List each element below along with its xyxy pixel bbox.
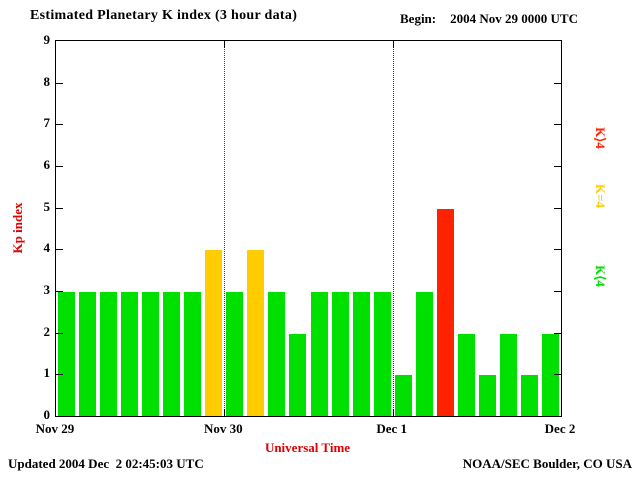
day-boundary-gridline [392,41,394,416]
y-tick-label: 2 [43,323,51,339]
y-tick-label: 9 [43,32,51,47]
y-tick [554,332,561,334]
x-tick [392,409,394,416]
x-tick-label: Nov 29 [35,421,75,436]
kp-bar [247,250,265,416]
legend-item: K⟨4 [593,265,608,287]
kp-bar [58,292,76,416]
y-tick [554,249,561,251]
y-tick [56,332,63,334]
x-tick [392,41,394,48]
kp-bar [205,250,223,416]
y-tick [56,249,63,251]
y-tick [56,82,63,84]
kp-bar [520,375,538,416]
legend-item: K⟩4 [593,127,608,149]
kp-bar [436,208,454,416]
kp-bar [415,292,433,416]
kp-bar [142,292,160,416]
y-tick [56,124,63,126]
y-tick [56,374,63,376]
chart-title: Estimated Planetary K index (3 hour data… [30,8,298,23]
updated-timestamp: Updated 2004 Dec 2 02:45:03 UTC [8,456,204,471]
kp-bar [310,292,328,416]
x-tick-label: Dec 2 [544,421,576,436]
x-tick [224,409,226,416]
y-tick-label: 3 [43,282,51,297]
y-tick-label: 6 [43,157,51,172]
kp-bar [79,292,97,416]
kp-bar [226,292,244,416]
y-tick [56,166,63,167]
kp-bar [121,292,139,416]
kp-bar [163,292,181,416]
y-tick [56,207,63,209]
y-axis-title: Kp index [10,202,25,254]
y-tick-label: 8 [43,73,51,89]
y-tick [554,207,561,209]
x-tick-label: Nov 30 [204,421,243,436]
kp-bar [184,292,202,416]
y-tick-label: 5 [43,198,51,214]
x-tick-label: Dec 1 [376,421,407,436]
kp-bar [394,375,412,416]
kp-bar [499,333,517,416]
begin-label: Begin: [400,11,437,26]
y-tick [554,82,561,84]
y-tick-label: 1 [43,365,51,381]
y-tick [554,374,561,376]
y-tick-label: 4 [43,240,51,256]
y-tick [554,166,561,167]
kp-bar [352,292,370,416]
begin-line: Begin: 2004 Nov 29 0000 UTC [400,11,578,27]
kp-bar [268,292,286,416]
y-tick [554,124,561,126]
day-boundary-gridline [224,41,226,416]
kp-bar [541,333,559,416]
kp-bar [457,333,475,416]
plot-area [55,40,562,417]
kp-bar [478,375,496,416]
x-axis-title: Universal Time [264,440,351,455]
y-tick [56,291,63,292]
kp-bar [289,333,307,416]
legend-item: K=4 [593,183,608,209]
source-credit: NOAA/SEC Boulder, CO USA [462,456,632,471]
kp-bar [100,292,118,416]
x-tick [224,41,226,48]
kp-bar [373,292,391,416]
y-tick [554,291,561,292]
y-tick-label: 7 [43,115,51,131]
kp-bar [331,292,349,416]
begin-value: 2004 Nov 29 0000 UTC [450,11,578,26]
y-tick-label: 0 [43,407,51,422]
